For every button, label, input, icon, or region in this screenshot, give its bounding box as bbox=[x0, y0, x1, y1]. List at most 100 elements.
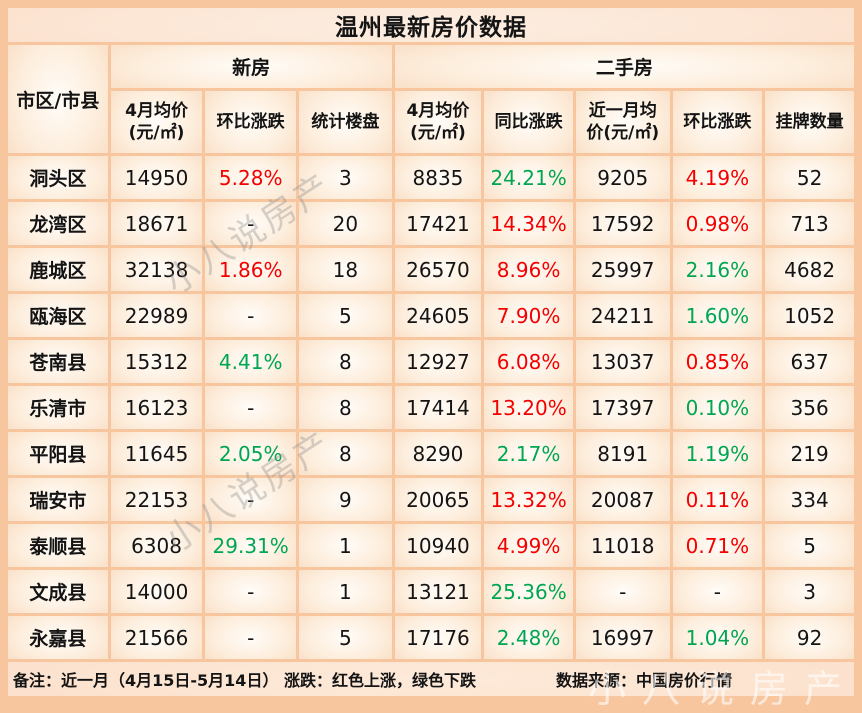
value-cell: 20 bbox=[299, 202, 392, 245]
value-cell: 12927 bbox=[394, 340, 482, 383]
column-header: 统计楼盘 bbox=[299, 91, 392, 153]
value-cell: 9205 bbox=[575, 156, 670, 199]
value-cell: - bbox=[205, 386, 296, 429]
value-cell: 22989 bbox=[110, 294, 203, 337]
value-cell: 24.21% bbox=[484, 156, 573, 199]
value-cell: 0.10% bbox=[672, 386, 763, 429]
value-cell: 22153 bbox=[110, 478, 203, 521]
value-cell: 15312 bbox=[110, 340, 203, 383]
value-cell: 13037 bbox=[575, 340, 670, 383]
value-cell: - bbox=[575, 570, 670, 613]
column-header: 近一月均 价(元/㎡) bbox=[575, 91, 670, 153]
housing-price-table: 温州最新房价数据 市区/市县 新房 二手房 4月均价 (元/㎡) 环比涨跌 统计楼盘 4月均价… bbox=[5, 5, 857, 699]
value-cell: 24211 bbox=[575, 294, 670, 337]
value-cell: 16997 bbox=[575, 616, 670, 659]
column-header: 4月均价 (元/㎡) bbox=[110, 91, 203, 153]
value-cell: 8 bbox=[299, 340, 392, 383]
value-cell: 2.17% bbox=[484, 432, 573, 475]
value-cell: 17421 bbox=[394, 202, 482, 245]
value-cell: 6.08% bbox=[484, 340, 573, 383]
page-title: 温州最新房价数据 bbox=[8, 8, 854, 42]
district-cell: 乐清市 bbox=[8, 386, 108, 429]
value-cell: 8290 bbox=[394, 432, 482, 475]
value-cell: 2.05% bbox=[205, 432, 296, 475]
value-cell: - bbox=[205, 202, 296, 245]
value-cell: 219 bbox=[765, 432, 854, 475]
value-cell: 2.48% bbox=[484, 616, 573, 659]
value-cell: 2.16% bbox=[672, 248, 763, 291]
value-cell: 0.71% bbox=[672, 524, 763, 567]
value-cell: 17397 bbox=[575, 386, 670, 429]
value-cell: 13.20% bbox=[484, 386, 573, 429]
value-cell: 9 bbox=[299, 478, 392, 521]
value-cell: 24605 bbox=[394, 294, 482, 337]
value-cell: 1052 bbox=[765, 294, 854, 337]
value-cell: 17176 bbox=[394, 616, 482, 659]
value-cell: 8835 bbox=[394, 156, 482, 199]
column-header-row: 4月均价 (元/㎡) 环比涨跌 统计楼盘 4月均价 (元/㎡) 同比涨跌 近一月均 价(元… bbox=[8, 91, 854, 153]
value-cell: 18 bbox=[299, 248, 392, 291]
footer: 备注：近一月（4月15日-5月14日） 涨跌：红色上涨，绿色下跌 数据来源：中国房… bbox=[8, 662, 854, 696]
value-cell: 0.11% bbox=[672, 478, 763, 521]
table-row: 乐清市 16123-8 17414 13.20% 17397 0.10% 356 bbox=[8, 386, 854, 429]
value-cell: 14.34% bbox=[484, 202, 573, 245]
value-cell: 16123 bbox=[110, 386, 203, 429]
table-row: 瑞安市 22153-9 20065 13.32% 20087 0.11% 334 bbox=[8, 478, 854, 521]
value-cell: 637 bbox=[765, 340, 854, 383]
value-cell: 17592 bbox=[575, 202, 670, 245]
value-cell: 20065 bbox=[394, 478, 482, 521]
value-cell: 17414 bbox=[394, 386, 482, 429]
value-cell: - bbox=[672, 570, 763, 613]
value-cell: 1.60% bbox=[672, 294, 763, 337]
column-header: 挂牌数量 bbox=[765, 91, 854, 153]
value-cell: 5 bbox=[299, 616, 392, 659]
value-cell: 8.96% bbox=[484, 248, 573, 291]
value-cell: 0.85% bbox=[672, 340, 763, 383]
value-cell: 92 bbox=[765, 616, 854, 659]
value-cell: 11645 bbox=[110, 432, 203, 475]
table-body: 洞头区 14950 5.28% 3 8835 24.21% 9205 4.19% 52 龙湾区 18… bbox=[8, 156, 854, 696]
value-cell: 20087 bbox=[575, 478, 670, 521]
value-cell: 14000 bbox=[110, 570, 203, 613]
table-row: 苍南县 15312 4.41% 8 12927 6.08% 13037 0.85% 637 bbox=[8, 340, 854, 383]
value-cell: 8 bbox=[299, 386, 392, 429]
district-cell: 永嘉县 bbox=[8, 616, 108, 659]
value-cell: 29.31% bbox=[205, 524, 296, 567]
table-row: 瓯海区 22989-5 24605 7.90% 24211 1.60% 1052 bbox=[8, 294, 854, 337]
value-cell: 52 bbox=[765, 156, 854, 199]
value-cell: 14950 bbox=[110, 156, 203, 199]
district-cell: 瑞安市 bbox=[8, 478, 108, 521]
table-row: 文成县 14000-1 13121 25.36% - -3 bbox=[8, 570, 854, 613]
value-cell: - bbox=[205, 616, 296, 659]
value-cell: 4.19% bbox=[672, 156, 763, 199]
district-cell: 平阳县 bbox=[8, 432, 108, 475]
column-header: 4月均价 (元/㎡) bbox=[394, 91, 482, 153]
value-cell: 13121 bbox=[394, 570, 482, 613]
table-row: 鹿城区 32138 1.86% 18 26570 8.96% 25997 2.16% 4682 bbox=[8, 248, 854, 291]
district-cell: 洞头区 bbox=[8, 156, 108, 199]
value-cell: 5.28% bbox=[205, 156, 296, 199]
district-cell: 泰顺县 bbox=[8, 524, 108, 567]
corner-header: 市区/市县 bbox=[8, 45, 108, 153]
value-cell: 13.32% bbox=[484, 478, 573, 521]
footer-row: 备注：近一月（4月15日-5月14日） 涨跌：红色上涨，绿色下跌 数据来源：中国房… bbox=[8, 662, 854, 696]
column-header: 环比涨跌 bbox=[205, 91, 296, 153]
table-row: 泰顺县 6308 29.31% 1 10940 4.99% 11018 0.71% 5 bbox=[8, 524, 854, 567]
value-cell: 4.99% bbox=[484, 524, 573, 567]
band-header-new-homes: 新房 bbox=[110, 45, 392, 88]
table-row: 洞头区 14950 5.28% 3 8835 24.21% 9205 4.19% 52 bbox=[8, 156, 854, 199]
table-row: 平阳县 11645 2.05% 8 8290 2.17% 8191 1.19% 219 bbox=[8, 432, 854, 475]
value-cell: 356 bbox=[765, 386, 854, 429]
district-cell: 苍南县 bbox=[8, 340, 108, 383]
value-cell: 25.36% bbox=[484, 570, 573, 613]
district-cell: 龙湾区 bbox=[8, 202, 108, 245]
band-header-row: 市区/市县 新房 二手房 bbox=[8, 45, 854, 153]
title-row: 温州最新房价数据 bbox=[8, 8, 854, 42]
table-header: 温州最新房价数据 市区/市县 新房 二手房 4月均价 (元/㎡) 环比涨跌 统计楼盘 4月均价… bbox=[8, 8, 854, 153]
value-cell: 1.19% bbox=[672, 432, 763, 475]
value-cell: 1.86% bbox=[205, 248, 296, 291]
value-cell: 4.41% bbox=[205, 340, 296, 383]
value-cell: 25997 bbox=[575, 248, 670, 291]
footer-note: 备注：近一月（4月15日-5月14日） 涨跌：红色上涨，绿色下跌 bbox=[13, 671, 477, 690]
footer-text: 备注：近一月（4月15日-5月14日） 涨跌：红色上涨，绿色下跌 数据来源：中国房… bbox=[8, 667, 854, 691]
